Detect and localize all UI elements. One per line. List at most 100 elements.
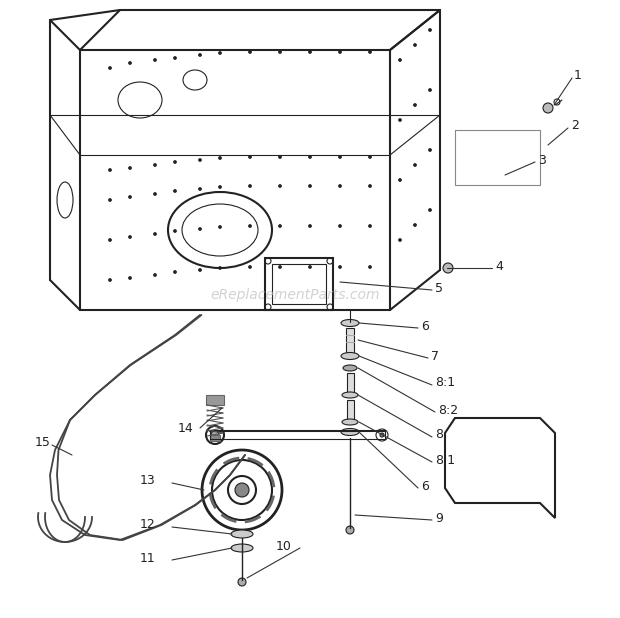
Text: 2: 2 — [571, 119, 579, 132]
Bar — [347, 373, 353, 393]
Circle shape — [108, 169, 112, 172]
Circle shape — [399, 239, 402, 242]
Circle shape — [339, 185, 342, 187]
Polygon shape — [445, 418, 555, 518]
Circle shape — [339, 224, 342, 227]
Text: 8: 8 — [435, 428, 443, 441]
Circle shape — [414, 164, 417, 166]
Circle shape — [278, 185, 281, 187]
Text: 9: 9 — [435, 512, 443, 525]
Text: 5: 5 — [435, 282, 443, 295]
Circle shape — [154, 192, 156, 195]
Ellipse shape — [341, 428, 359, 436]
Circle shape — [174, 229, 177, 232]
Bar — [210, 435, 220, 441]
Text: 11: 11 — [140, 551, 156, 564]
Text: 7: 7 — [431, 350, 439, 363]
Ellipse shape — [231, 530, 253, 538]
Circle shape — [154, 164, 156, 166]
Ellipse shape — [231, 544, 253, 552]
Text: 13: 13 — [140, 475, 156, 488]
Circle shape — [249, 266, 252, 268]
Text: 3: 3 — [538, 153, 546, 166]
Circle shape — [154, 232, 156, 235]
Circle shape — [249, 185, 252, 187]
Ellipse shape — [342, 419, 358, 425]
Circle shape — [218, 266, 221, 269]
Circle shape — [278, 51, 281, 54]
Circle shape — [218, 226, 221, 229]
Circle shape — [368, 224, 371, 227]
Circle shape — [278, 266, 281, 268]
Bar — [347, 400, 353, 420]
Circle shape — [414, 103, 417, 106]
Bar — [206, 395, 224, 405]
Circle shape — [249, 156, 252, 158]
Circle shape — [368, 185, 371, 187]
Ellipse shape — [341, 352, 359, 360]
Circle shape — [235, 483, 249, 497]
Circle shape — [309, 266, 311, 268]
Text: 12: 12 — [140, 519, 156, 531]
Text: 6: 6 — [421, 480, 429, 493]
Circle shape — [399, 119, 402, 122]
Circle shape — [309, 224, 311, 227]
Circle shape — [443, 263, 453, 273]
Circle shape — [198, 268, 202, 271]
Text: 1: 1 — [574, 69, 582, 82]
Text: 8:2: 8:2 — [438, 404, 458, 417]
Circle shape — [249, 51, 252, 54]
Ellipse shape — [343, 365, 357, 371]
Ellipse shape — [341, 320, 359, 326]
Circle shape — [309, 156, 311, 158]
Circle shape — [278, 224, 281, 227]
Circle shape — [174, 161, 177, 164]
Circle shape — [368, 51, 371, 54]
Text: 8:1: 8:1 — [435, 376, 455, 389]
Circle shape — [380, 433, 384, 437]
Circle shape — [108, 239, 112, 242]
Circle shape — [414, 43, 417, 46]
Bar — [265, 258, 333, 310]
Bar — [272, 264, 326, 304]
Circle shape — [399, 59, 402, 62]
Circle shape — [278, 156, 281, 158]
Circle shape — [198, 54, 202, 56]
Circle shape — [249, 224, 252, 227]
Circle shape — [174, 271, 177, 274]
Circle shape — [346, 526, 354, 534]
Circle shape — [543, 103, 553, 113]
Circle shape — [399, 179, 402, 182]
Circle shape — [128, 62, 131, 64]
Circle shape — [154, 274, 156, 276]
Circle shape — [218, 51, 221, 54]
Text: eReplacementParts.com: eReplacementParts.com — [210, 288, 379, 302]
Circle shape — [128, 276, 131, 279]
Circle shape — [218, 185, 221, 188]
Circle shape — [339, 156, 342, 158]
Circle shape — [339, 266, 342, 268]
Circle shape — [238, 578, 246, 586]
Text: 15: 15 — [35, 436, 51, 449]
Circle shape — [368, 156, 371, 158]
Circle shape — [174, 190, 177, 192]
Circle shape — [428, 208, 432, 211]
Circle shape — [428, 148, 432, 151]
Circle shape — [414, 224, 417, 227]
Text: 8:1: 8:1 — [435, 454, 455, 467]
Text: 10: 10 — [276, 540, 292, 552]
Text: 14: 14 — [178, 421, 194, 434]
Bar — [346, 328, 354, 353]
Circle shape — [128, 166, 131, 169]
Circle shape — [174, 56, 177, 59]
Circle shape — [198, 187, 202, 190]
Circle shape — [211, 431, 219, 439]
Circle shape — [108, 67, 112, 69]
Circle shape — [198, 158, 202, 161]
Circle shape — [198, 227, 202, 231]
Circle shape — [154, 59, 156, 62]
Text: 4: 4 — [495, 260, 503, 273]
Ellipse shape — [342, 392, 358, 398]
Circle shape — [128, 195, 131, 198]
Circle shape — [368, 266, 371, 268]
